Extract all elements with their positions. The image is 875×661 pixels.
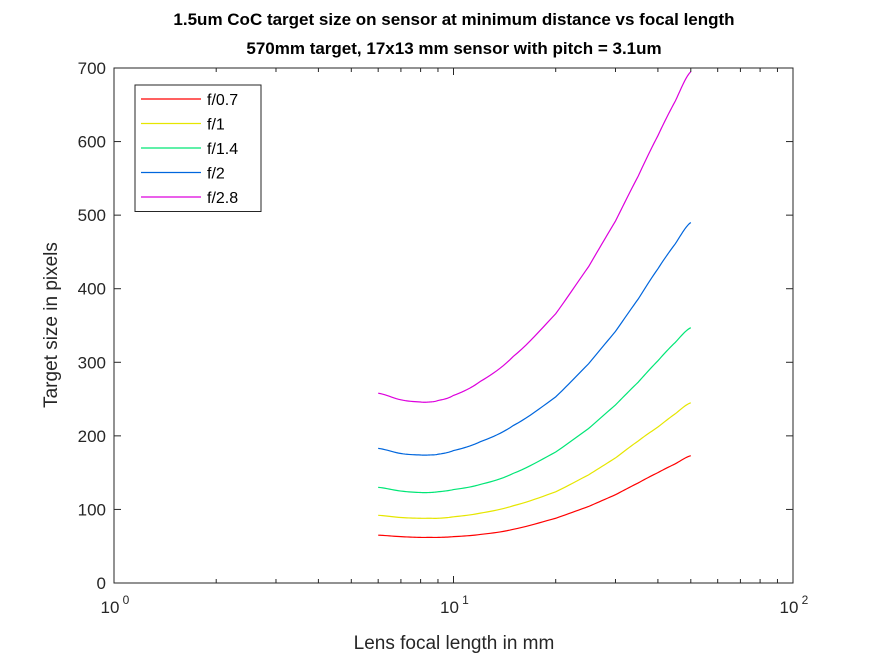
series-layer xyxy=(378,71,692,539)
x-tick-label-exponent: 0 xyxy=(123,593,130,607)
legend-label-1: f/1 xyxy=(207,117,225,134)
legend: f/0.7 f/1 f/1.4 f/2 f/2.8 xyxy=(134,84,262,212)
chart-title-line2: 570mm target, 17x13 mm sensor with pitch… xyxy=(246,39,661,58)
series-line-4 xyxy=(378,71,692,403)
x-tick-label-exponent: 1 xyxy=(462,593,469,607)
x-tick-label-exponent: 2 xyxy=(802,593,809,607)
series-line-0 xyxy=(378,455,691,539)
series-line-1 xyxy=(378,402,692,519)
legend-label-3: f/2 xyxy=(207,166,225,183)
y-tick-label: 400 xyxy=(78,280,106,299)
series-line-2 xyxy=(378,327,692,494)
y-tick-label: 300 xyxy=(78,353,106,372)
y-tick-label: 0 xyxy=(97,574,106,593)
series-line-3 xyxy=(378,222,692,456)
x-axis-label: Lens focal length in mm xyxy=(354,633,555,654)
legend-label-0: f/0.7 xyxy=(207,92,238,109)
x-tick-label-base: 10 xyxy=(780,598,799,617)
y-tick-label: 100 xyxy=(78,500,106,519)
plot-box xyxy=(113,67,794,584)
y-tick-label: 500 xyxy=(78,206,106,225)
legend-label-2: f/1.4 xyxy=(207,141,238,158)
legend-label-4: f/2.8 xyxy=(207,190,238,207)
x-tick-label-base: 10 xyxy=(101,598,120,617)
chart-title-line1: 1.5um CoC target size on sensor at minim… xyxy=(173,10,734,29)
y-tick-label: 600 xyxy=(78,133,106,152)
y-tick-label: 700 xyxy=(78,59,106,78)
y-axis-label: Target size in pixels xyxy=(41,242,62,408)
y-tick-label: 200 xyxy=(78,427,106,446)
x-tick-label-base: 10 xyxy=(440,598,459,617)
